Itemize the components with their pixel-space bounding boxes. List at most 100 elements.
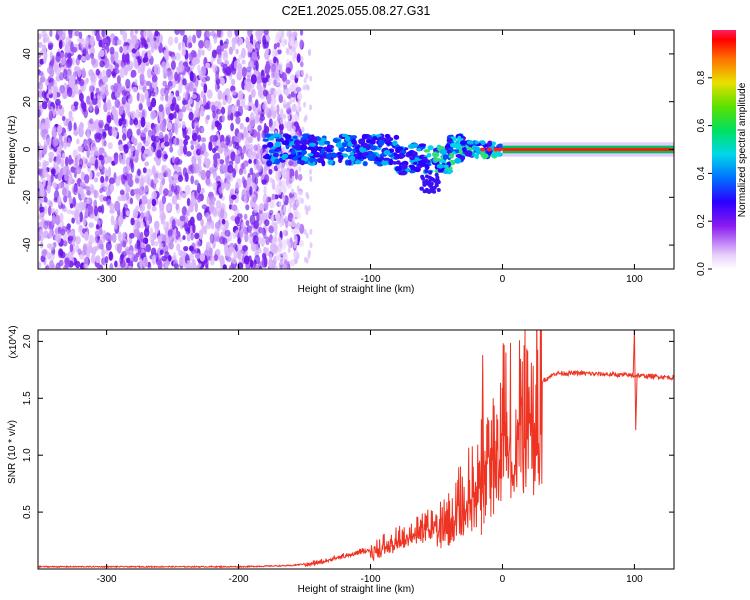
spectrogram-cell [89, 101, 93, 112]
spectrogram-cell [101, 69, 107, 81]
spectrogram-cell [145, 244, 152, 253]
spectrogram-cell [210, 30, 216, 37]
spectrogram-cell [432, 189, 437, 194]
spectrogram-cell [62, 68, 68, 80]
spectrogram-cell [118, 153, 123, 165]
spectrogram-cell [136, 128, 141, 136]
spectrogram-cell [388, 158, 394, 165]
spectrogram-cell [99, 49, 105, 57]
spectrogram-cell [362, 161, 368, 167]
spectrogram-cell [180, 146, 184, 155]
spectrogram-cell [97, 99, 102, 109]
spectrogram-cell [384, 133, 391, 139]
spectrogram-cell [354, 160, 362, 165]
spectrogram-cell [66, 86, 73, 98]
spectrogram-cell [443, 164, 449, 168]
spectrogram-cell [46, 173, 51, 182]
spectrogram-cell [71, 57, 75, 66]
spectrogram-cell [143, 149, 150, 155]
spectrogram-cell [88, 244, 93, 254]
spectrogram-cell [191, 249, 196, 255]
y-tick-label: 0 [22, 146, 33, 152]
spectrogram-cell [218, 186, 224, 194]
spectrogram-cell [304, 114, 308, 121]
spectrogram-cell [245, 260, 251, 269]
spectrogram-cell [138, 187, 145, 196]
spectrogram-cell [38, 161, 41, 168]
spectrogram-cell [208, 141, 213, 152]
spectrogram-cell [103, 167, 108, 174]
spectrogram-cell [44, 121, 51, 130]
x-tick-label: -300 [97, 274, 117, 285]
spectrogram-cell [41, 90, 46, 99]
spectrogram-cell [76, 138, 80, 145]
spectrogram-cell [307, 249, 311, 256]
spectrogram-cell [297, 99, 301, 106]
spectrogram-cell [282, 229, 286, 236]
spectrogram-cell [302, 84, 306, 91]
spectrogram-cell [287, 154, 292, 159]
spectrogram-cell [396, 160, 401, 165]
spectrogram-cell [114, 260, 118, 268]
spectrogram-cell [392, 140, 398, 147]
spectrogram-cell [396, 146, 404, 151]
spectrogram-cell [159, 249, 164, 255]
spectrogram-cell [255, 172, 260, 178]
spectrogram-cell [262, 77, 268, 84]
spectrogram-cell [309, 175, 313, 182]
spectrogram-cell [140, 38, 147, 46]
spectrogram-cell [188, 52, 194, 61]
spectrogram-cell [149, 235, 155, 243]
spectrogram-cell [197, 241, 202, 247]
spectrogram-cell [80, 56, 87, 62]
spectrogram-cell [170, 60, 176, 70]
spectrogram-cell [109, 46, 115, 56]
spectrogram-cell [286, 238, 290, 245]
spectrogram-cell [193, 149, 198, 157]
spectrogram-cell [342, 142, 348, 148]
spectrogram-cell [136, 194, 141, 202]
spectrogram-cell [90, 254, 96, 264]
spectrogram-cell [186, 233, 191, 242]
spectrogram-cell [103, 151, 107, 158]
spectrogram-cell [263, 30, 269, 36]
spectrogram-cell [457, 135, 462, 141]
spectrogram-cell [464, 150, 473, 157]
spectrogram-cell [287, 220, 291, 227]
spectrogram-cell [224, 88, 231, 96]
spectrogram-cell [48, 151, 55, 158]
spectrogram-cell [140, 242, 146, 249]
spectrogram-cell [181, 193, 187, 199]
spectrogram-cell [186, 259, 191, 266]
spectrogram-cell [247, 30, 252, 37]
spectrogram-cell [90, 70, 94, 78]
spectrogram-cell [132, 86, 138, 93]
spectrogram-cell [250, 74, 257, 85]
spectrogram-cell [291, 114, 297, 121]
spectrogram-cell [424, 169, 429, 173]
spectrogram-cell [297, 69, 301, 76]
spectrogram-cell [96, 171, 101, 177]
spectrogram-cell [205, 62, 211, 69]
spectrogram-cell [218, 236, 225, 245]
spectrogram-cell [92, 146, 98, 152]
spectrogram-cell [144, 174, 150, 184]
spectrogram-cell [157, 172, 164, 180]
spectrogram-cell [69, 203, 74, 209]
spectrogram-cell [271, 220, 275, 227]
spectrogram-cell [409, 159, 416, 163]
spectrogram-cell [38, 261, 42, 269]
spectrogram-cell [81, 67, 86, 79]
spectrogram-cell [399, 153, 406, 158]
spectrogram-cell [270, 214, 275, 222]
spectrogram-cell [200, 110, 205, 117]
spectrogram-cell [111, 126, 116, 137]
spectrogram-cell [165, 168, 172, 178]
spectrogram-cell [235, 150, 241, 155]
spectrogram-cell [171, 195, 178, 205]
spectrogram-cell [205, 221, 212, 230]
spectrogram-cell [446, 138, 453, 143]
spectrogram-cell [256, 83, 262, 91]
spectrogram-cell [99, 164, 103, 170]
spectrogram-cell [192, 34, 197, 44]
